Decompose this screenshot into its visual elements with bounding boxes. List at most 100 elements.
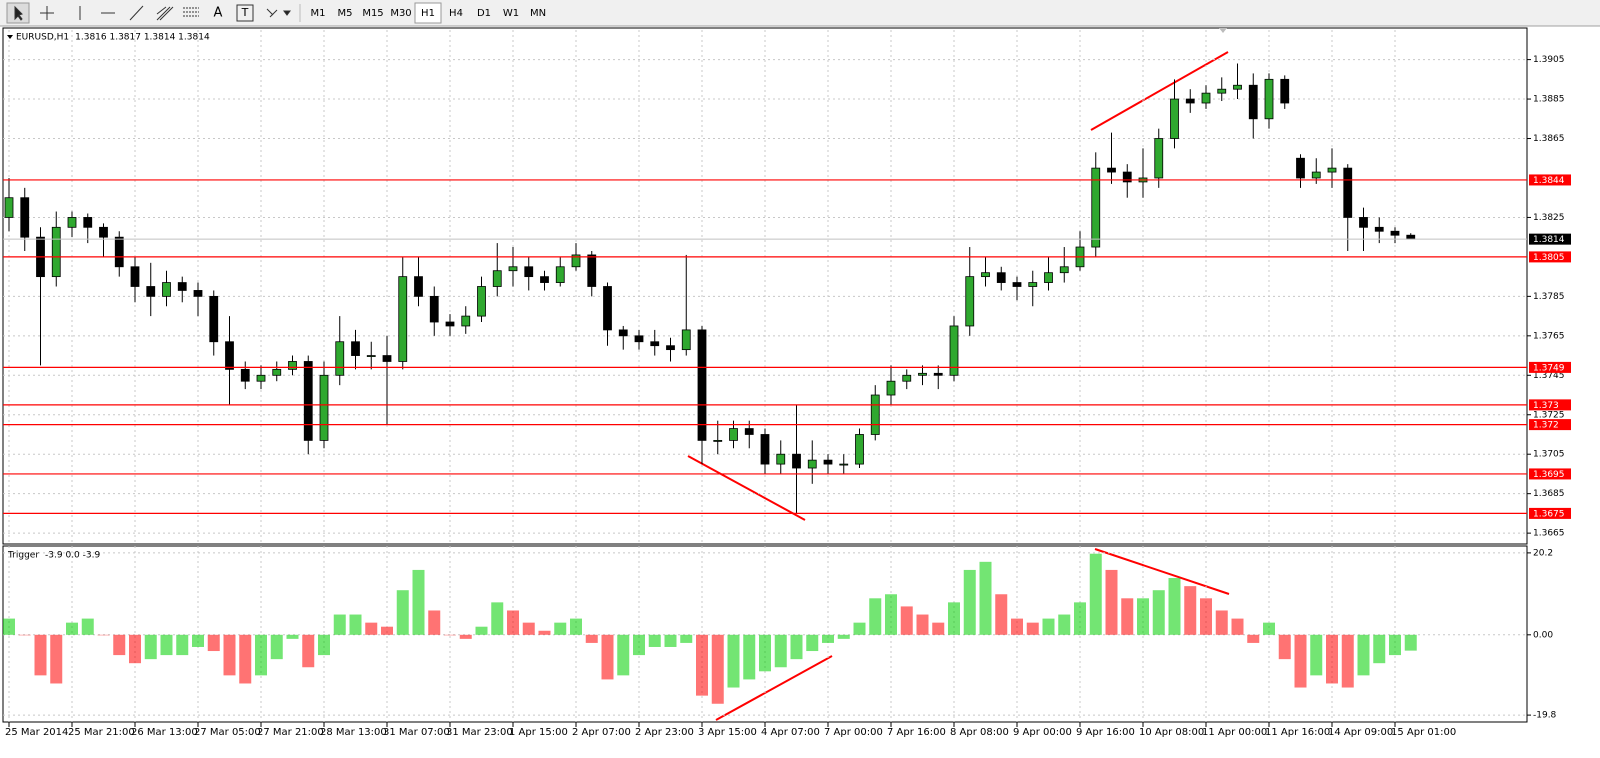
candle-body (1107, 167, 1116, 173)
timeframe-button[interactable]: M15 (362, 8, 383, 19)
timeframe-button[interactable]: MN (530, 8, 546, 19)
histogram-bar (664, 634, 677, 647)
histogram-bar (1294, 634, 1307, 688)
histogram-bar (1137, 598, 1149, 635)
histogram-bar (34, 634, 47, 676)
y-tick-label: 1.3865 (1533, 134, 1565, 144)
trendline-icon[interactable] (129, 5, 144, 21)
timeframe-button[interactable]: M1 (311, 8, 326, 19)
candle-body (20, 197, 30, 238)
candle-body (634, 335, 644, 343)
candle-body (1233, 84, 1242, 90)
histogram-bar (1263, 622, 1275, 635)
candle-body (114, 236, 124, 268)
candle-body (1185, 98, 1195, 104)
histogram-bar (176, 634, 189, 656)
channel-icon[interactable] (156, 6, 174, 21)
fibo-icon[interactable] (183, 7, 199, 17)
y-tick-label: -19.8 (1533, 711, 1557, 721)
candle-body (587, 254, 597, 287)
histogram-bar (113, 634, 126, 656)
histogram-bar (916, 614, 929, 635)
histogram-bar (680, 634, 693, 643)
candle-body (902, 374, 912, 382)
histogram-bar (759, 634, 771, 672)
histogram-bar (207, 634, 220, 652)
histogram-bar (633, 634, 645, 656)
x-tick-label: 11 Apr 00:00 (1202, 727, 1267, 738)
label-tool[interactable]: T (241, 6, 249, 19)
timeframe-button[interactable]: W1 (503, 8, 519, 19)
candle-body (335, 341, 345, 376)
candle-body (240, 368, 250, 382)
histogram-bar (1074, 602, 1086, 635)
candle-body (1091, 167, 1101, 248)
candle-body (729, 428, 738, 441)
timeframe-button[interactable]: H1 (421, 8, 435, 19)
timeframe-button[interactable]: D1 (477, 8, 491, 19)
candle-body (366, 355, 376, 357)
x-tick-label: 1 Apr 15:00 (509, 727, 568, 738)
x-tick-label: 26 Mar 13:00 (131, 727, 198, 738)
histogram-bar (144, 634, 157, 660)
level-label-bg (1529, 468, 1571, 480)
trend-line[interactable] (1094, 548, 1230, 595)
candle-body (508, 266, 518, 272)
y-tick-label: 1.3825 (1533, 213, 1565, 223)
histogram-bar (853, 622, 866, 635)
candle-body (1264, 78, 1274, 120)
histogram-bar (900, 606, 913, 635)
x-tick-label: 28 Mar 13:00 (320, 727, 387, 738)
histogram-bar (806, 634, 819, 652)
histogram-bar (1373, 634, 1386, 664)
candle-body (823, 459, 833, 465)
histogram-bar (459, 634, 472, 639)
candle-body (146, 286, 156, 297)
histogram-bar (585, 634, 598, 643)
candle-body (839, 463, 849, 466)
arrows-icon[interactable] (266, 8, 278, 18)
timeframe-button[interactable]: M5 (338, 8, 353, 19)
label-tool-frame[interactable] (236, 4, 254, 22)
histogram-bar (837, 634, 850, 639)
candle-body (1044, 272, 1053, 283)
histogram-bar (1231, 618, 1244, 635)
y-tick-label: 1.3745 (1533, 371, 1565, 381)
cursor-icon (14, 5, 23, 21)
histogram-bar (491, 602, 504, 635)
histogram-bar (365, 622, 378, 635)
last-price-label: 1.3814 (1533, 235, 1565, 245)
x-tick-label: 31 Mar 07:00 (383, 727, 450, 738)
text-tool[interactable]: A (214, 6, 223, 21)
histogram-bar (396, 590, 409, 635)
trend-line[interactable] (1090, 51, 1229, 131)
candle-body (650, 341, 660, 347)
y-tick-label: 1.3705 (1533, 450, 1565, 460)
level-label: 1.3675 (1533, 509, 1565, 519)
candle-body (981, 272, 990, 278)
candle-body (445, 321, 455, 327)
histogram-bar (1184, 586, 1197, 635)
histogram-bar (1326, 634, 1338, 684)
histogram-bar (995, 594, 1008, 635)
crosshair-icon[interactable] (40, 6, 54, 20)
level-label: 1.3749 (1533, 363, 1565, 373)
y-tick-label: 20.2 (1533, 548, 1553, 558)
timeframe-button[interactable]: H4 (449, 8, 463, 19)
histogram-bar (1089, 553, 1102, 635)
histogram-bar (711, 634, 724, 704)
candle-body (1059, 266, 1069, 274)
y-tick-label: 1.3685 (1533, 489, 1565, 499)
histogram-bar (192, 634, 204, 647)
timeframe-button[interactable]: M30 (390, 8, 411, 19)
candle-body (177, 282, 187, 291)
candle-body (492, 270, 502, 287)
trend-line[interactable] (687, 455, 806, 521)
level-label: 1.372 (1533, 421, 1559, 431)
histogram-bar (1404, 634, 1417, 651)
candle-body (949, 325, 959, 376)
trend-line[interactable] (715, 655, 833, 721)
level-label-bg (1529, 507, 1571, 519)
dropdown-icon[interactable] (283, 10, 291, 16)
